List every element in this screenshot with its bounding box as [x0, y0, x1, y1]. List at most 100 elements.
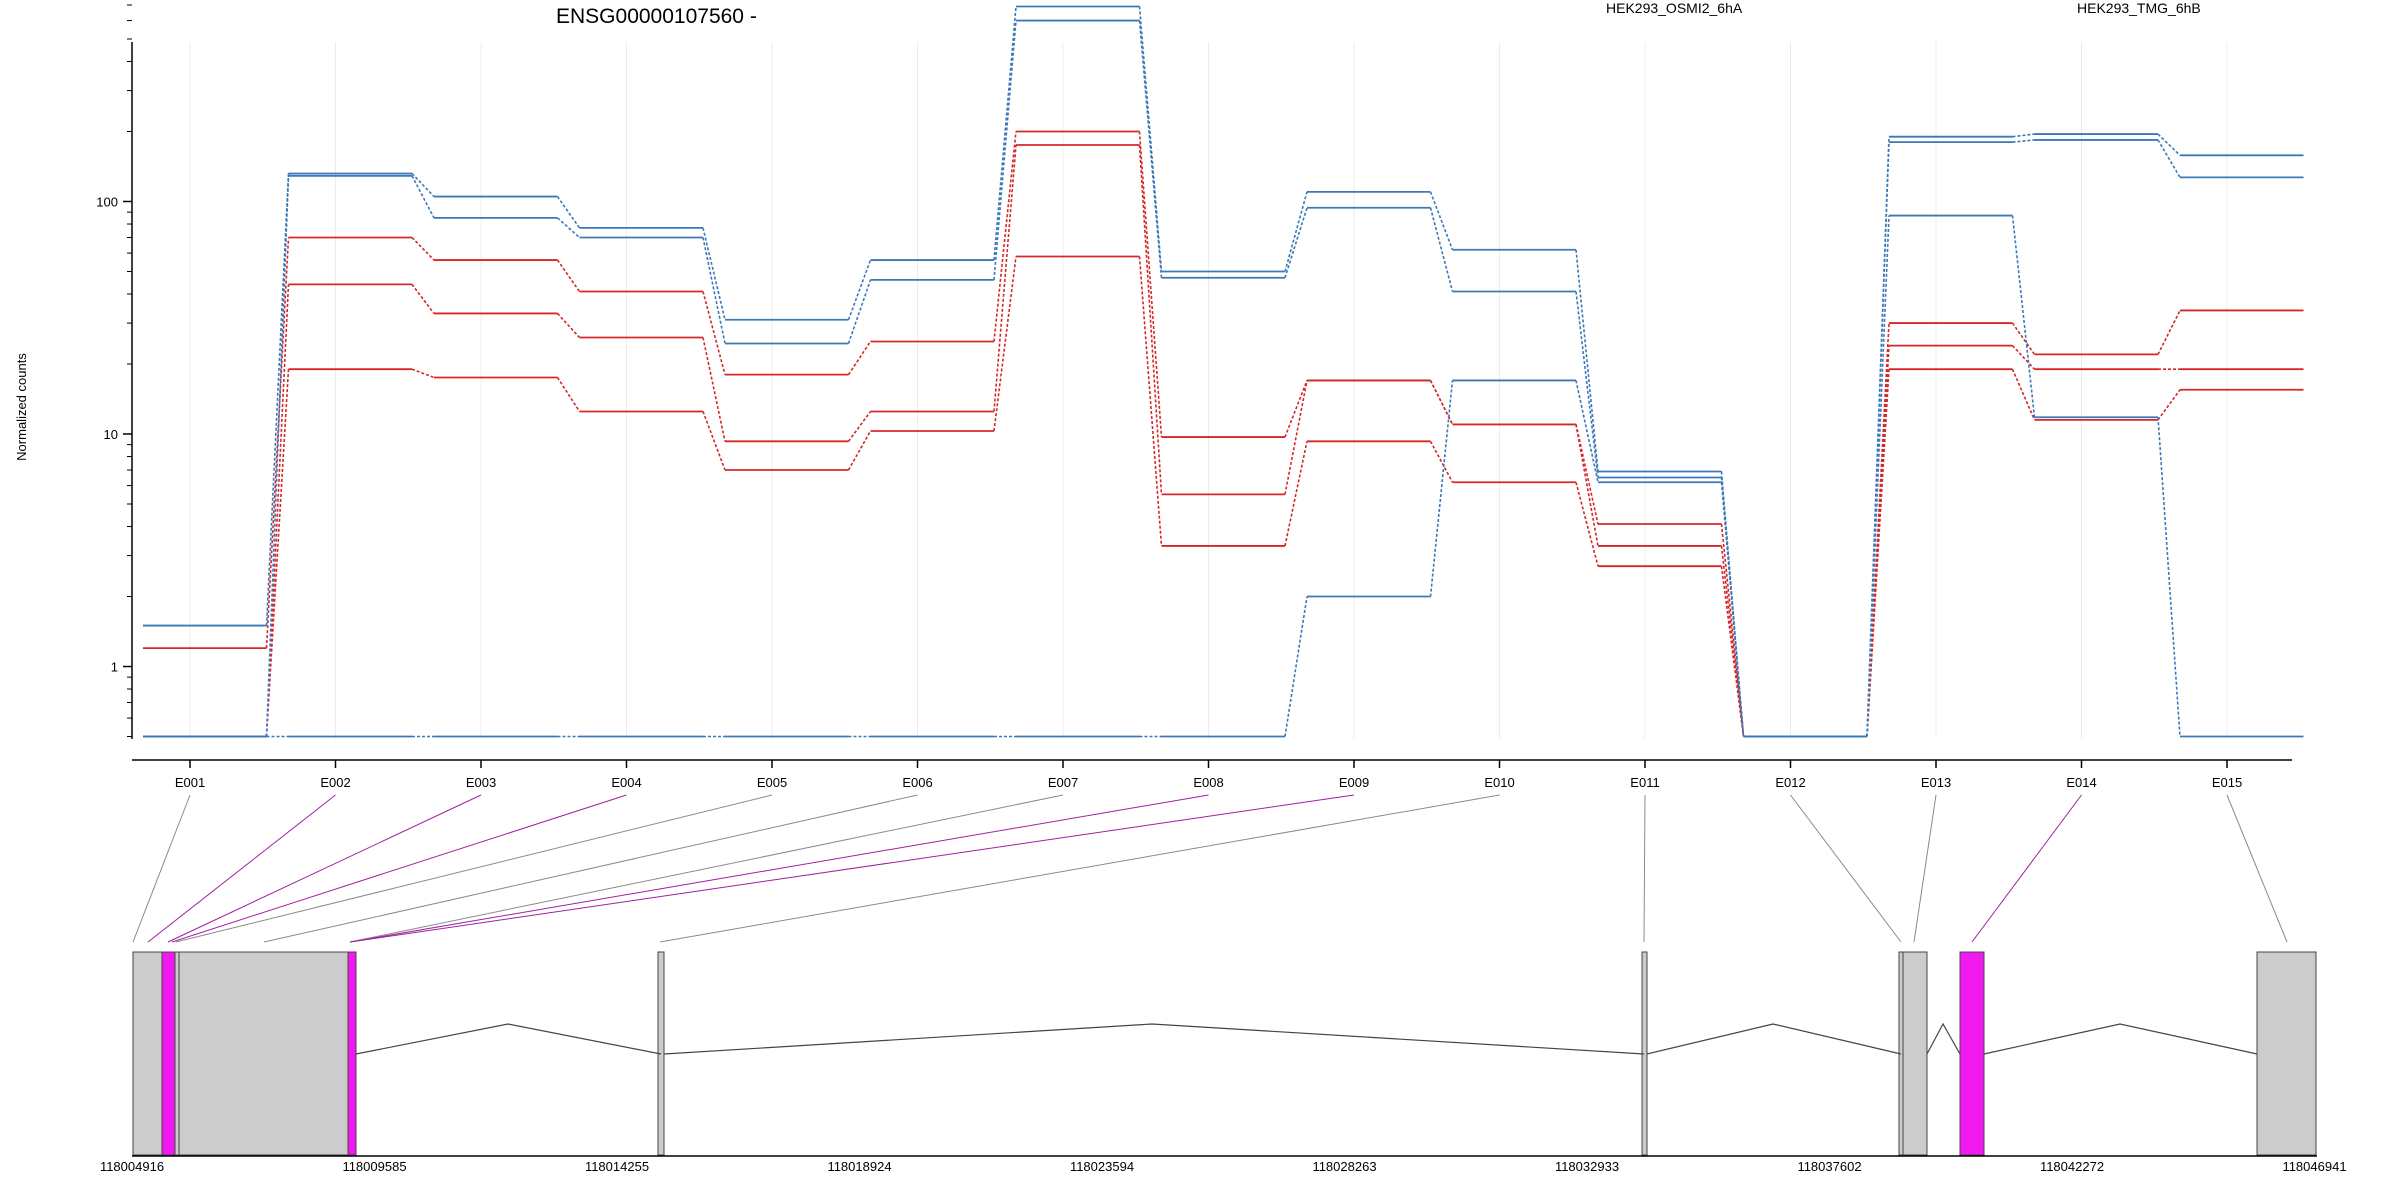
- series-connector: [1285, 192, 1307, 272]
- series-connector: [412, 238, 434, 261]
- series-connector: [994, 132, 1016, 342]
- y-tick-label-10: 10: [104, 427, 118, 442]
- series-4: [143, 21, 2304, 737]
- series-connector: [1140, 21, 1162, 278]
- exon-block-1: [162, 952, 175, 1155]
- connector-E004: [172, 795, 627, 942]
- series-connector: [1140, 145, 1162, 494]
- genomic-tick-label-3: 118018924: [827, 1159, 891, 1174]
- intron-line-3: [1927, 1024, 1960, 1054]
- genomic-tick-label-5: 118028263: [1312, 1159, 1376, 1174]
- series-connector: [703, 292, 725, 375]
- intron-line-1: [664, 1024, 1644, 1054]
- series-connector: [558, 260, 580, 291]
- series-connector: [2158, 310, 2180, 354]
- series-connector: [994, 145, 1016, 411]
- series-connector: [1285, 208, 1307, 278]
- legend-entry-tmg: HEK293_TMG_6hB: [2077, 0, 2201, 16]
- x-tick-label-E011: E011: [1630, 775, 1659, 790]
- x-tick-label-E013: E013: [1921, 775, 1951, 790]
- genomic-tick-label-9: 118046941: [2282, 1159, 2346, 1174]
- series-connector: [2158, 390, 2180, 420]
- connector-E012: [1791, 795, 1902, 942]
- genomic-tick-label-2: 118014255: [585, 1159, 649, 1174]
- exon-block-3: [179, 952, 348, 1155]
- series-connector: [558, 313, 580, 337]
- connector-E001: [133, 795, 190, 942]
- connector-E011: [1644, 795, 1645, 942]
- connector-E014: [1972, 795, 2082, 942]
- x-tick-label-E003: E003: [466, 775, 496, 790]
- series-connector: [2013, 134, 2035, 137]
- series-connector: [2013, 216, 2035, 418]
- connector-E003: [168, 795, 481, 942]
- y-tick-label-100: 100: [96, 195, 118, 210]
- connector-E006: [264, 795, 918, 942]
- exon-block-8: [1903, 952, 1927, 1155]
- intron-line-4: [1984, 1024, 2257, 1054]
- x-tick-label-E012: E012: [1775, 775, 1805, 790]
- series-connector: [703, 238, 725, 344]
- series-connector: [994, 257, 1016, 432]
- axes: 1 10 100 E001 E002 E003 E004 E005 E006 E007 E008 E0…: [96, 0, 2292, 790]
- x-tick-label-E005: E005: [757, 775, 787, 790]
- series-connector: [412, 284, 434, 313]
- genomic-tick-label-8: 118042272: [2040, 1159, 2104, 1174]
- series-connector: [1431, 441, 1453, 482]
- series-connector: [558, 197, 580, 228]
- series-connector: [1722, 482, 1744, 736]
- chart-title: ENSG00000107560 -: [556, 5, 757, 28]
- x-tick-label-E010: E010: [1484, 775, 1514, 790]
- series-connector: [1576, 424, 1598, 546]
- series-connector: [703, 411, 725, 470]
- genomic-tick-label-0: 118004916: [100, 1159, 164, 1174]
- series-connector: [267, 238, 289, 649]
- series-connector: [1431, 192, 1453, 250]
- series-connector: [994, 6, 1016, 260]
- y-axis-label: Normalized counts: [14, 353, 29, 461]
- x-tick-label-E009: E009: [1339, 775, 1369, 790]
- exon-block-9: [1960, 952, 1984, 1155]
- series-3: [143, 6, 2304, 736]
- series-lines: [143, 6, 2304, 736]
- genomic-tick-label-4: 118023594: [1070, 1159, 1134, 1174]
- connector-E015: [2227, 795, 2287, 942]
- vertical-gridlines: [190, 42, 2227, 739]
- x-tick-label-E004: E004: [611, 775, 641, 790]
- x-tick-label-E002: E002: [320, 775, 350, 790]
- series-1: [143, 145, 2304, 736]
- series-connector: [1576, 292, 1598, 478]
- series-0: [143, 132, 2304, 737]
- intron-line-2: [1647, 1024, 1901, 1054]
- series-connector: [558, 377, 580, 411]
- exon-connector-lines: [133, 795, 2287, 942]
- series-connector: [849, 411, 871, 441]
- genomic-tick-label-7: 118037602: [1797, 1159, 1861, 1174]
- exon-block-2: [175, 952, 179, 1155]
- connector-E009: [350, 795, 1354, 942]
- exon-block-10: [2257, 952, 2316, 1155]
- connector-E013: [1914, 795, 1936, 942]
- series-connector: [849, 341, 871, 374]
- series-connector: [2158, 417, 2180, 736]
- series-connector: [1285, 380, 1307, 494]
- exon-block-0: [133, 952, 162, 1155]
- series-connector: [1431, 380, 1453, 596]
- connector-E005: [176, 795, 772, 942]
- series-connector: [412, 173, 434, 196]
- legend-entry-osmi2: HEK293_OSMI2_6hA: [1606, 0, 1743, 16]
- series-connector: [2013, 140, 2035, 142]
- x-tick-label-E015: E015: [2212, 775, 2242, 790]
- x-tick-label-E014: E014: [2066, 775, 2096, 790]
- series-2: [143, 257, 2304, 737]
- series-connector: [1285, 441, 1307, 546]
- series-connector: [1867, 142, 1889, 736]
- series-connector: [412, 369, 434, 377]
- intron-line-0: [356, 1024, 661, 1054]
- series-connector: [703, 228, 725, 320]
- x-tick-label-E006: E006: [902, 775, 932, 790]
- series-5: [143, 216, 2304, 737]
- y-tick-label-1: 1: [111, 660, 118, 675]
- genomic-tick-label-1: 118009585: [342, 1159, 406, 1174]
